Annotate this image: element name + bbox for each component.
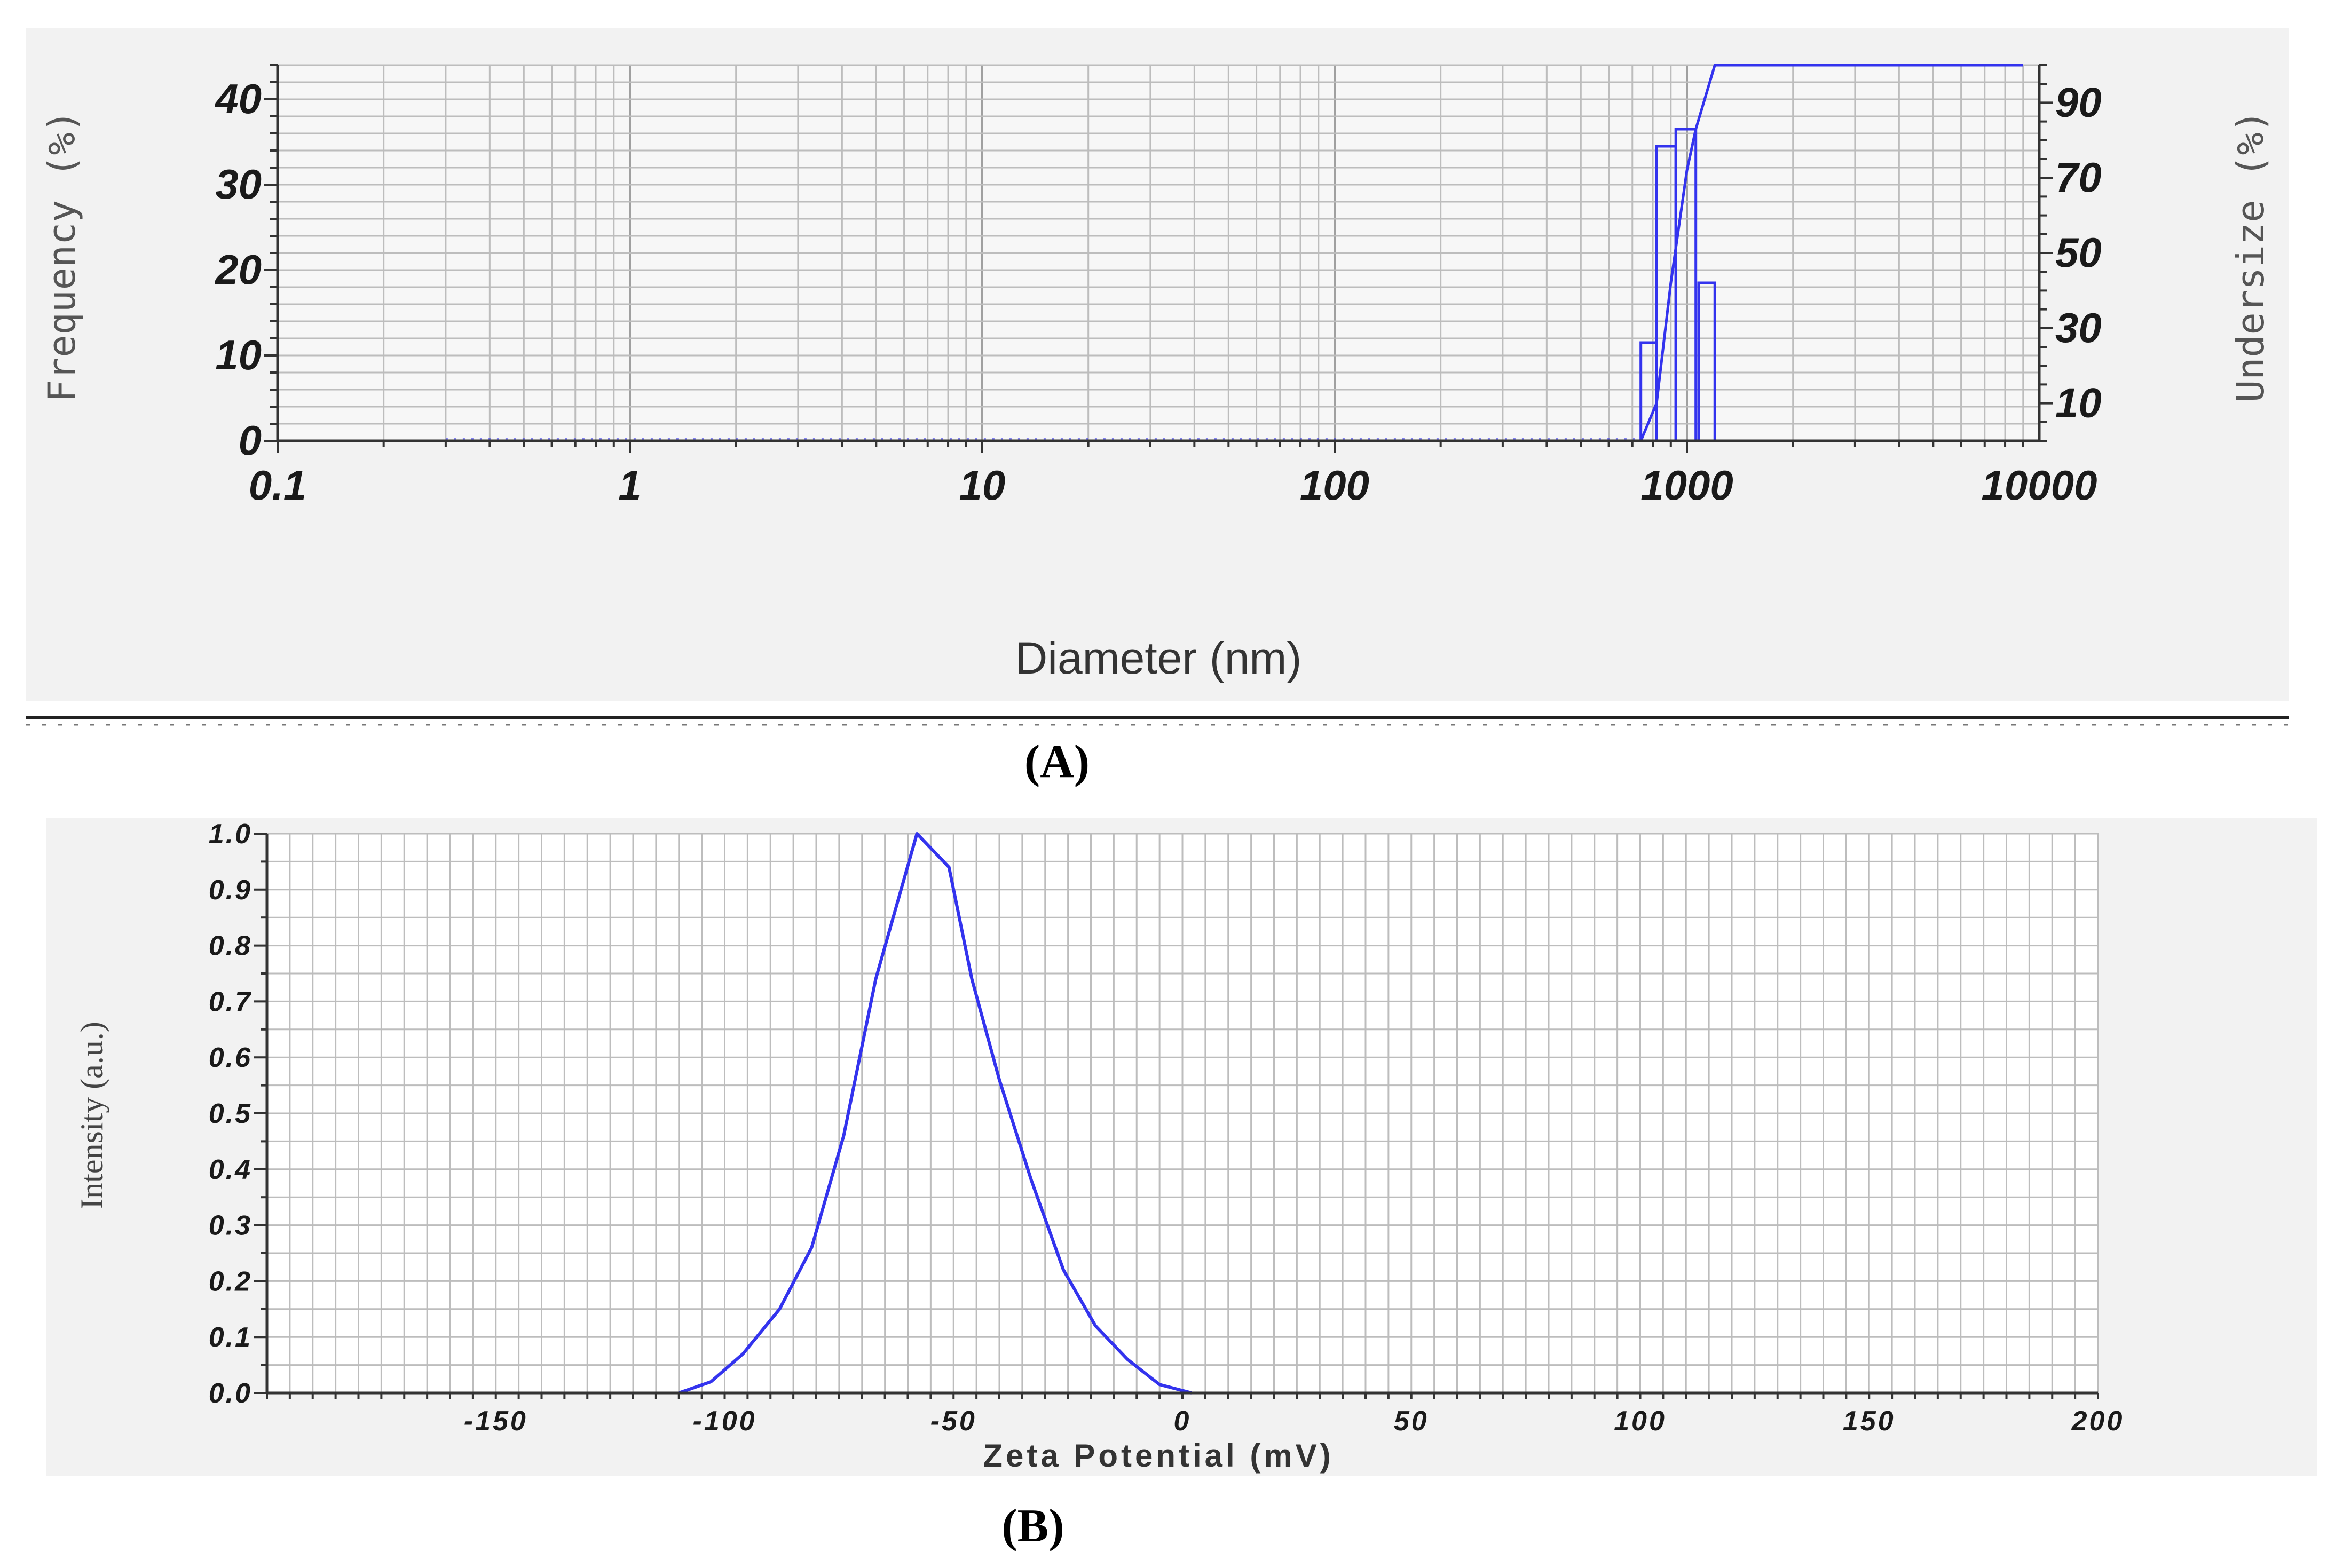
- panel-b-grid: [266, 833, 2099, 1394]
- panel-b-x-tick-label: -100: [692, 1406, 756, 1437]
- panel-b-marks: [678, 832, 1192, 1395]
- panel-a-y-tick-label: 40: [214, 75, 262, 122]
- panel-a-y2-tick-label: 10: [2055, 379, 2102, 426]
- panel-b-y-tick-label: 0.6: [209, 1042, 252, 1073]
- panel-a-x-tick-label: 10000: [1982, 462, 2097, 509]
- panel-b-y-tick-label: 0.1: [209, 1322, 252, 1353]
- panel-b-axes: -150 -100 -50 0 50 100 150 200 0.0 0.1 0.2 0.3 0.4 0.…: [209, 819, 2125, 1437]
- panel-a-y-tick-label: 0: [239, 417, 262, 464]
- panel-a-x-tick-label: 1000: [1640, 462, 1733, 509]
- panel-a-undersize-line: [278, 64, 2023, 442]
- panel-b-label: (B): [1001, 1500, 1064, 1552]
- panel-a-x-tick-label: 10: [959, 462, 1006, 509]
- panel-a-bottom-strip: [26, 716, 2289, 726]
- panel-a-x-tick-label: 0.1: [249, 462, 306, 509]
- panel-b-chart: -150 -100 -50 0 50 100 150 200 0.0 0.1 0.2 0.3 0.4 0.…: [46, 818, 2317, 1476]
- panel-b-x-tick-label: 50: [1394, 1406, 1429, 1437]
- panel-b-x-tick-label: -150: [464, 1406, 528, 1437]
- panel-a-y2-tick-label: 90: [2055, 78, 2102, 125]
- panel-a-y-axis-label: Frequency (%): [40, 110, 84, 402]
- panel-b-y-axis-label: Intensity (a.u.): [74, 1021, 109, 1209]
- panel-a-label: (A): [1024, 736, 1090, 788]
- panel-a-y2-tick-label: 50: [2055, 229, 2102, 276]
- panel-a-x-tick-label: 1: [618, 462, 641, 509]
- panel-b-y-tick-label: 0.9: [209, 875, 252, 906]
- panel-b-x-axis-label: Zeta Potential (mV): [983, 1438, 1334, 1474]
- panel-b-x-tick-label: 100: [1614, 1406, 1667, 1437]
- panel-a-y2-tick-label: 30: [2055, 304, 2102, 351]
- panel-b-y-tick-label: 0.5: [209, 1098, 252, 1129]
- panel-b-y-tick-label: 0.0: [209, 1378, 252, 1409]
- panel-a-chart: 0.1 1 10 100 1000 10000 0 10 20 30 40 10 30 50 70 90 Di…: [26, 28, 2289, 701]
- panel-b-x-tick-label: 150: [1843, 1406, 1896, 1437]
- panel-b-y-tick-label: 1.0: [209, 819, 252, 850]
- panel-b-x-tick-label: -50: [930, 1406, 977, 1437]
- panel-a-axes: 0.1 1 10 100 1000 10000 0 10 20 30 40 10 30 50 70 90: [214, 64, 2102, 509]
- panel-b-y-tick-label: 0.8: [209, 931, 252, 962]
- panel-a-y-tick-label: 10: [215, 331, 262, 378]
- panel-b-y-tick-label: 0.3: [209, 1210, 252, 1241]
- panel-a-y2-axis-label: Undersize (%): [2229, 110, 2273, 402]
- panel-a-y2-tick-label: 70: [2055, 154, 2102, 201]
- panel-a-grid: [277, 64, 2040, 442]
- panel-a-y-tick-label: 20: [214, 246, 262, 293]
- panel-a-x-axis-label: Diameter (nm): [1015, 633, 1302, 683]
- panel-b-intensity-line: [678, 832, 1192, 1395]
- panel-b-y-tick-label: 0.2: [209, 1266, 252, 1297]
- panel-b-y-tick-label: 0.7: [209, 986, 252, 1017]
- panel-a-y-tick-label: 30: [215, 161, 262, 208]
- panel-b-x-tick-label: 200: [2071, 1406, 2125, 1437]
- panel-b-x-tick-label: 0: [1174, 1406, 1192, 1437]
- panel-b-y-tick-label: 0.4: [209, 1154, 252, 1185]
- panel-a-x-tick-label: 100: [1300, 462, 1369, 509]
